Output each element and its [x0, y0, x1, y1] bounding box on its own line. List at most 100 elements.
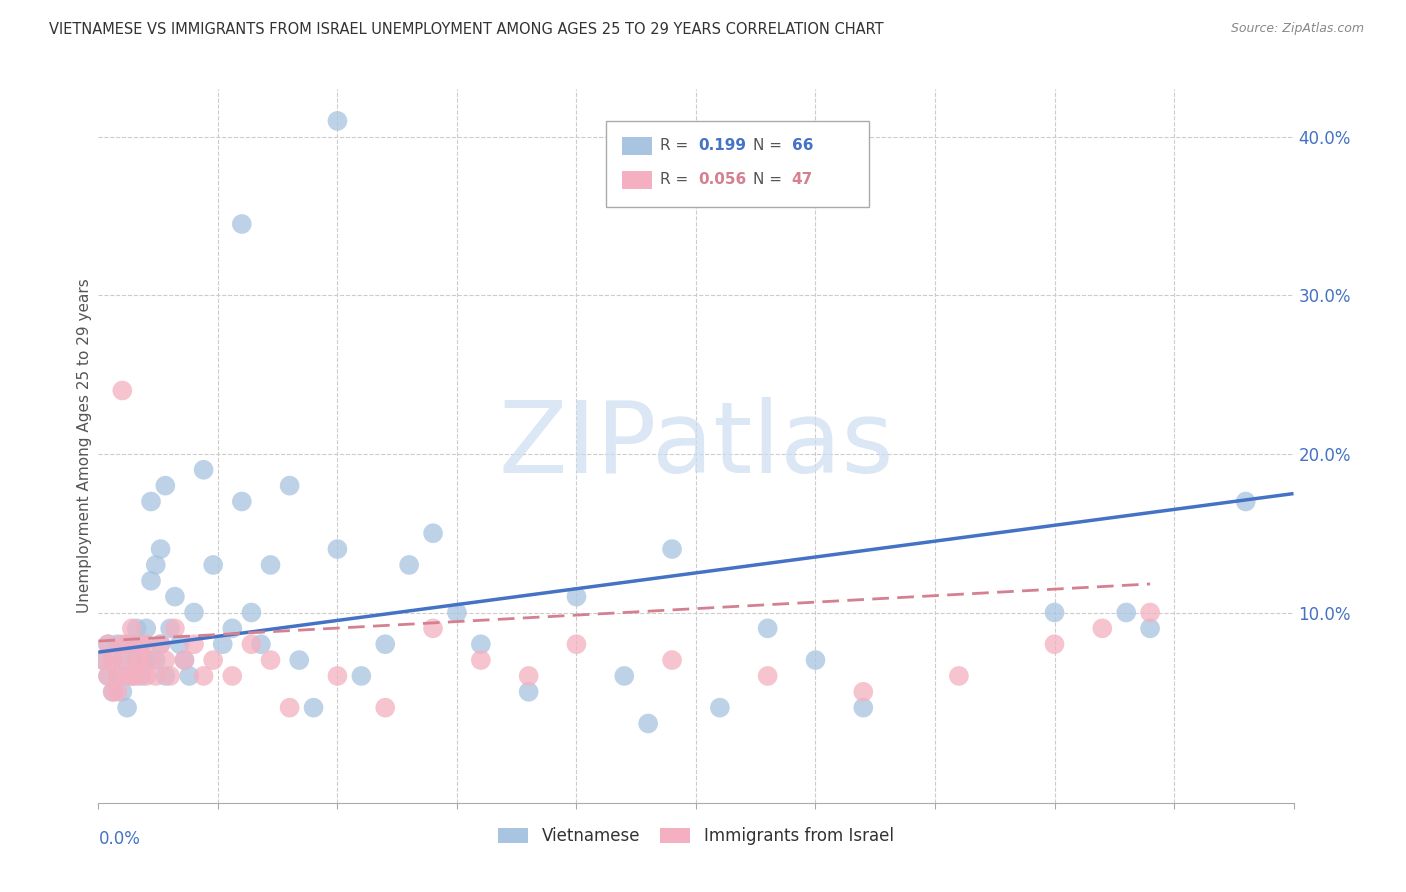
- Immigrants from Israel: [97, 637, 120, 651]
- Vietnamese: [145, 558, 167, 572]
- Immigrants from Israel: [121, 621, 143, 635]
- Vietnamese: [613, 669, 636, 683]
- Immigrants from Israel: [163, 621, 186, 635]
- Immigrants from Israel: [202, 653, 225, 667]
- Vietnamese: [326, 542, 349, 557]
- Vietnamese: [91, 653, 114, 667]
- Immigrants from Israel: [1139, 606, 1161, 620]
- Vietnamese: [121, 637, 143, 651]
- Immigrants from Israel: [131, 637, 153, 651]
- Text: VIETNAMESE VS IMMIGRANTS FROM ISRAEL UNEMPLOYMENT AMONG AGES 25 TO 29 YEARS CORR: VIETNAMESE VS IMMIGRANTS FROM ISRAEL UNE…: [49, 22, 884, 37]
- Vietnamese: [278, 478, 301, 492]
- Immigrants from Israel: [852, 685, 875, 699]
- Vietnamese: [202, 558, 225, 572]
- Vietnamese: [155, 669, 177, 683]
- Vietnamese: [852, 700, 875, 714]
- Vietnamese: [135, 653, 157, 667]
- Immigrants from Israel: [374, 700, 396, 714]
- Text: 0.199: 0.199: [699, 137, 747, 153]
- Vietnamese: [115, 700, 138, 714]
- Vietnamese: [221, 621, 243, 635]
- Vietnamese: [1043, 606, 1066, 620]
- Immigrants from Israel: [278, 700, 301, 714]
- Immigrants from Israel: [259, 653, 281, 667]
- Vietnamese: [350, 669, 373, 683]
- Immigrants from Israel: [107, 669, 129, 683]
- Immigrants from Israel: [565, 637, 588, 651]
- Immigrants from Israel: [470, 653, 492, 667]
- Immigrants from Israel: [756, 669, 779, 683]
- Immigrants from Israel: [121, 669, 143, 683]
- Immigrants from Israel: [221, 669, 243, 683]
- Vietnamese: [302, 700, 325, 714]
- Vietnamese: [446, 606, 468, 620]
- Immigrants from Israel: [240, 637, 263, 651]
- Immigrants from Israel: [661, 653, 683, 667]
- Vietnamese: [637, 716, 659, 731]
- Vietnamese: [517, 685, 540, 699]
- Vietnamese: [374, 637, 396, 651]
- Vietnamese: [107, 669, 129, 683]
- Vietnamese: [398, 558, 420, 572]
- Vietnamese: [259, 558, 281, 572]
- Vietnamese: [709, 700, 731, 714]
- Text: 0.056: 0.056: [699, 172, 747, 187]
- Immigrants from Israel: [1043, 637, 1066, 651]
- Vietnamese: [97, 637, 120, 651]
- Vietnamese: [115, 637, 138, 651]
- Vietnamese: [422, 526, 444, 541]
- Vietnamese: [231, 494, 253, 508]
- Immigrants from Israel: [101, 653, 124, 667]
- Immigrants from Israel: [111, 384, 134, 398]
- Vietnamese: [111, 685, 134, 699]
- Immigrants from Israel: [125, 653, 148, 667]
- Bar: [621, 171, 652, 189]
- Text: R =: R =: [661, 172, 693, 187]
- Vietnamese: [470, 637, 492, 651]
- Vietnamese: [193, 463, 215, 477]
- Vietnamese: [1234, 494, 1257, 508]
- Bar: [621, 137, 652, 155]
- Immigrants from Israel: [125, 669, 148, 683]
- Vietnamese: [250, 637, 273, 651]
- Immigrants from Israel: [422, 621, 444, 635]
- Vietnamese: [661, 542, 683, 557]
- Vietnamese: [107, 637, 129, 651]
- Vietnamese: [179, 669, 201, 683]
- Vietnamese: [326, 114, 349, 128]
- Immigrants from Israel: [183, 637, 205, 651]
- Text: R =: R =: [661, 137, 693, 153]
- Text: Source: ZipAtlas.com: Source: ZipAtlas.com: [1230, 22, 1364, 36]
- Immigrants from Israel: [111, 637, 134, 651]
- Immigrants from Israel: [948, 669, 970, 683]
- Vietnamese: [1139, 621, 1161, 635]
- Text: N =: N =: [754, 172, 787, 187]
- Text: 0.0%: 0.0%: [98, 830, 141, 848]
- Vietnamese: [135, 621, 157, 635]
- Text: 66: 66: [792, 137, 813, 153]
- Text: 47: 47: [792, 172, 813, 187]
- Vietnamese: [139, 574, 162, 588]
- Immigrants from Israel: [326, 669, 349, 683]
- Immigrants from Israel: [111, 653, 134, 667]
- Vietnamese: [149, 542, 172, 557]
- Vietnamese: [131, 669, 153, 683]
- Text: N =: N =: [754, 137, 787, 153]
- Vietnamese: [183, 606, 205, 620]
- Legend: Vietnamese, Immigrants from Israel: Vietnamese, Immigrants from Israel: [492, 821, 900, 852]
- Immigrants from Israel: [131, 653, 153, 667]
- Vietnamese: [169, 637, 191, 651]
- Vietnamese: [163, 590, 186, 604]
- Immigrants from Israel: [149, 637, 172, 651]
- Vietnamese: [111, 653, 134, 667]
- Vietnamese: [101, 685, 124, 699]
- Immigrants from Israel: [135, 669, 157, 683]
- Vietnamese: [139, 494, 162, 508]
- Immigrants from Israel: [115, 669, 138, 683]
- Vietnamese: [1115, 606, 1137, 620]
- Vietnamese: [565, 590, 588, 604]
- Immigrants from Israel: [159, 669, 181, 683]
- Vietnamese: [121, 669, 143, 683]
- Immigrants from Israel: [115, 637, 138, 651]
- Vietnamese: [173, 653, 195, 667]
